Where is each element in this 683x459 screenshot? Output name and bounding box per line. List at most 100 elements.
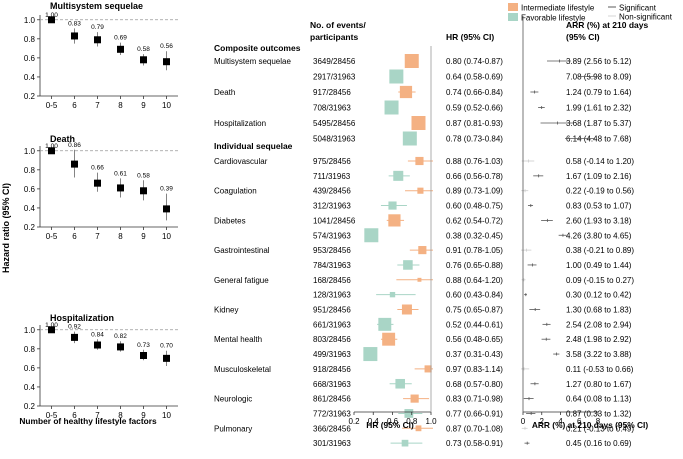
panel-ytick-label-0: 0.8 bbox=[24, 35, 36, 44]
row-hr-text: 0.64 (0.58-0.69) bbox=[446, 73, 503, 82]
row-hr-text: 0.59 (0.52-0.66) bbox=[446, 104, 503, 113]
panel-point-label-1: 0.61 bbox=[114, 170, 127, 177]
panel-point-2 bbox=[163, 354, 170, 362]
arr-xtick-label: 4 bbox=[558, 417, 563, 426]
panel-point-1 bbox=[140, 187, 147, 195]
panel-point-label-0: 1.00 bbox=[45, 12, 58, 19]
arr-xtick-label: 0 bbox=[521, 417, 526, 426]
panel-point-label-1: 0.66 bbox=[91, 165, 104, 172]
hr-point bbox=[364, 228, 379, 243]
col-arr-header-line2: (95% CI) bbox=[566, 32, 600, 42]
panel-point-label-0: 0.58 bbox=[137, 46, 150, 53]
hr-point bbox=[363, 347, 378, 362]
legend-favorable-label: Favorable lifestyle bbox=[521, 14, 586, 23]
hr-point bbox=[395, 378, 405, 389]
hr-xtick-label: 1.0 bbox=[425, 417, 437, 426]
hr-point bbox=[403, 260, 413, 270]
hr-point bbox=[388, 214, 401, 227]
panel-xtick-label-0: 6 bbox=[72, 101, 77, 110]
panel-point-label-2: 0.73 bbox=[137, 342, 150, 349]
panel-point-2 bbox=[71, 333, 78, 341]
panel-point-2 bbox=[117, 343, 124, 351]
row-arr-text: 0.21 (-0.13 to 0.49) bbox=[566, 424, 634, 433]
panel-point-0 bbox=[163, 58, 170, 66]
row-hr-text: 0.76 (0.65-0.88) bbox=[446, 261, 503, 270]
row-hr-text: 0.37 (0.31-0.43) bbox=[446, 350, 503, 359]
arr-xtick-label: 2 bbox=[540, 417, 545, 426]
row-arr-text: 1.30 (0.68 to 1.83) bbox=[566, 306, 632, 315]
group-name-4: Coagulation bbox=[214, 187, 257, 196]
panel-xtick-label-2: 0-5 bbox=[46, 411, 58, 420]
panel-point-label-1: 0.86 bbox=[68, 142, 81, 149]
hr-point bbox=[402, 131, 417, 146]
panel-ytick-label-1: 0.2 bbox=[24, 223, 36, 232]
panel-ytick-label-1: 0.6 bbox=[24, 185, 36, 194]
hr-point bbox=[388, 201, 397, 210]
row-events: 5495/28456 bbox=[313, 119, 356, 128]
row-arr-text: 2.48 (1.98 to 2.92) bbox=[566, 335, 632, 344]
row-events: 708/31963 bbox=[313, 104, 351, 113]
panel-point-2 bbox=[140, 351, 147, 359]
hr-point bbox=[389, 291, 396, 298]
hr-point bbox=[410, 394, 419, 403]
row-arr-text: 4.26 (3.80 to 4.65) bbox=[566, 231, 632, 240]
row-hr-text: 0.77 (0.66-0.91) bbox=[446, 409, 503, 418]
row-arr-text: 2.54 (2.08 to 2.94) bbox=[566, 320, 632, 329]
panel-title-0: Multisystem sequelae bbox=[50, 1, 143, 11]
hr-point bbox=[415, 425, 422, 432]
panel-point-label-0: 0.69 bbox=[114, 35, 127, 42]
panel-point-label-2: 0.84 bbox=[91, 331, 104, 338]
panel-ytick-label-0: 1.0 bbox=[24, 16, 36, 25]
col-outcome-header-line1: No. of events/ bbox=[310, 20, 366, 30]
panel-point-1 bbox=[71, 160, 78, 168]
panel-ytick-label-2: 1.0 bbox=[24, 326, 36, 335]
panel-ytick-label-2: 0.4 bbox=[24, 383, 36, 392]
row-events: 574/31963 bbox=[313, 231, 351, 240]
panel-point-label-0: 0.56 bbox=[160, 43, 173, 50]
row-arr-text: 0.22 (-0.19 to 0.56) bbox=[566, 187, 634, 196]
hr-xtick-label: 0.4 bbox=[368, 417, 380, 426]
panel-point-label-0: 0.83 bbox=[68, 20, 81, 27]
row-hr-text: 0.74 (0.66-0.84) bbox=[446, 88, 503, 97]
row-arr-text: 1.24 (0.79 to 1.64) bbox=[566, 88, 632, 97]
row-events: 301/31963 bbox=[313, 439, 351, 448]
panel-xtick-label-1: 0-5 bbox=[46, 232, 58, 241]
hr-point bbox=[401, 439, 409, 447]
row-arr-text: 3.68 (1.87 to 5.37) bbox=[566, 119, 632, 128]
row-events: 168/28456 bbox=[313, 276, 351, 285]
panel-point-1 bbox=[117, 184, 124, 192]
row-events: 861/28456 bbox=[313, 395, 351, 404]
panel-point-0 bbox=[48, 16, 55, 24]
row-events: 772/31963 bbox=[313, 409, 351, 418]
row-hr-text: 0.38 (0.32-0.45) bbox=[446, 231, 503, 240]
panel-ytick-label-2: 0.6 bbox=[24, 364, 36, 373]
row-arr-text: 0.45 (0.16 to 0.69) bbox=[566, 439, 632, 448]
col-outcome-header-line2: participants bbox=[310, 32, 358, 42]
row-hr-text: 0.87 (0.81-0.93) bbox=[446, 119, 503, 128]
panel-xtick-label-0: 10 bbox=[162, 101, 171, 110]
panel-xtick-label-2: 9 bbox=[141, 411, 146, 420]
panel-point-label-2: 0.92 bbox=[68, 324, 81, 331]
row-arr-text: 0.87 (0.33 to 1.32) bbox=[566, 409, 632, 418]
hr-point bbox=[399, 85, 413, 99]
group-name-8: Kidney bbox=[214, 306, 238, 315]
panel-xtick-label-1: 6 bbox=[72, 232, 77, 241]
row-hr-text: 0.66 (0.56-0.78) bbox=[446, 172, 503, 181]
panel-ytick-label-2: 0.8 bbox=[24, 345, 36, 354]
row-events: 953/28456 bbox=[313, 246, 351, 255]
row-events: 668/31963 bbox=[313, 380, 351, 389]
legend-intermediate-swatch bbox=[508, 3, 518, 11]
group-name-10: Musculoskeletal bbox=[214, 365, 271, 374]
row-hr-text: 0.91 (0.78-1.05) bbox=[446, 246, 503, 255]
panel-ytick-label-1: 0.8 bbox=[24, 166, 36, 175]
row-hr-text: 0.56 (0.48-0.65) bbox=[446, 335, 503, 344]
panel-title-1: Death bbox=[50, 134, 75, 144]
row-events: 918/28456 bbox=[313, 365, 351, 374]
row-hr-text: 0.60 (0.43-0.84) bbox=[446, 291, 503, 300]
row-arr-text: 7.08 (5.98 to 8.09) bbox=[566, 73, 632, 82]
legend-intermediate-label: Intermediate lifestyle bbox=[521, 4, 595, 13]
panel-point-label-1: 1.00 bbox=[45, 143, 58, 150]
panel-point-label-2: 1.00 bbox=[45, 322, 58, 329]
row-arr-text: 0.09 (-0.15 to 0.27) bbox=[566, 276, 634, 285]
panel-point-1 bbox=[94, 179, 101, 187]
